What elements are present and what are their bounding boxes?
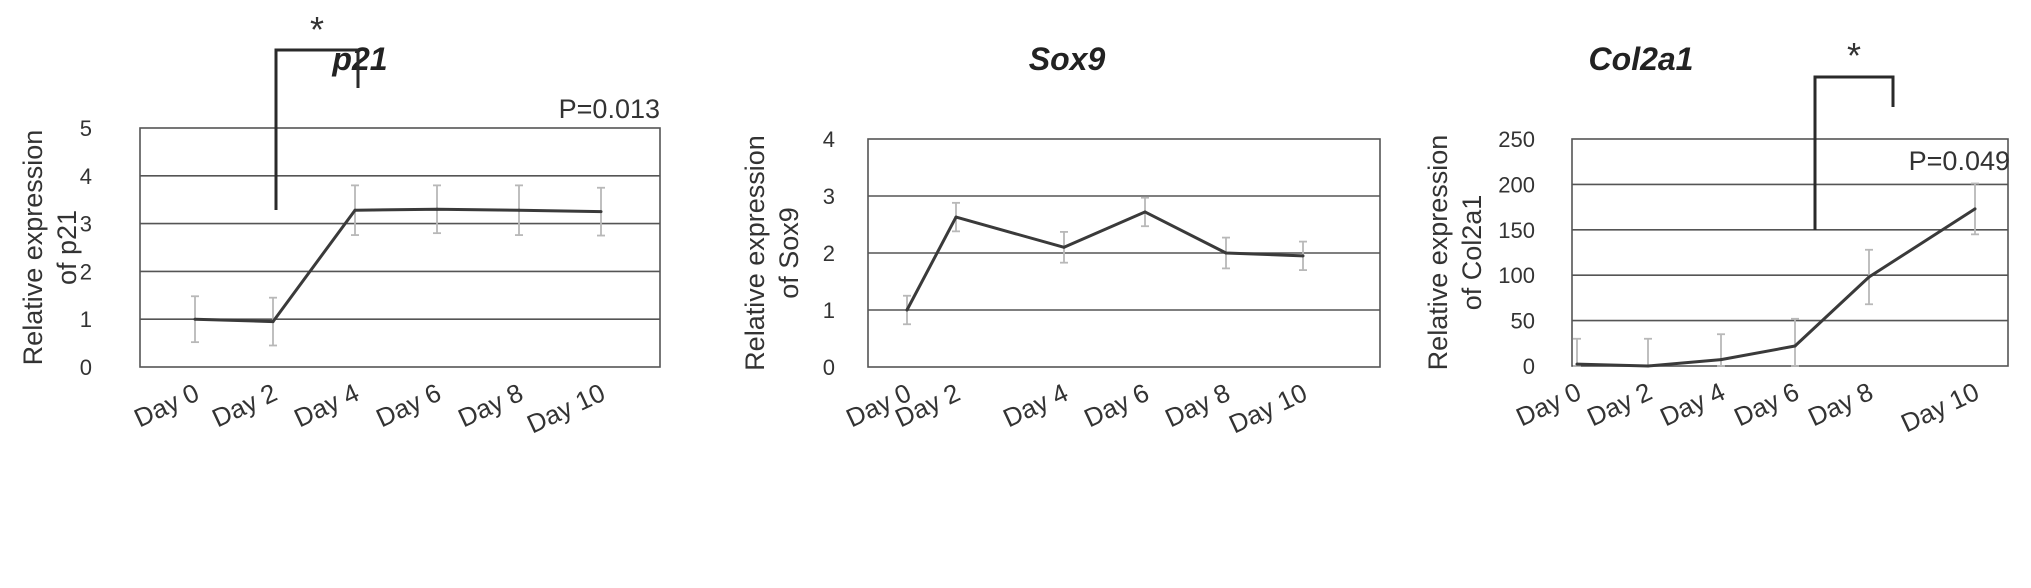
- series-line: [905, 210, 1304, 311]
- y-axis-label-line: Relative expression: [1423, 135, 1453, 371]
- significance-star: *: [310, 9, 324, 50]
- x-tick-label: Day 8: [1160, 377, 1234, 433]
- x-tick-label: Day 2: [1582, 376, 1656, 432]
- y-axis-label-line: of p21: [52, 210, 82, 285]
- data-point: [954, 215, 958, 219]
- x-tick-label: Day 6: [1079, 377, 1153, 433]
- data-point: [1575, 362, 1579, 366]
- x-tick-label: Day 8: [453, 377, 527, 433]
- y-axis-label: Relative expression of p21: [18, 130, 82, 366]
- data-point: [1719, 358, 1723, 362]
- p-value-annotation: P=0.013: [559, 94, 660, 124]
- y-axis-label-line: of Sox9: [774, 207, 804, 299]
- p-value-annotation: P=0.049: [1909, 146, 2010, 176]
- x-tick-label: Day 4: [1655, 376, 1729, 432]
- data-point: [353, 208, 357, 212]
- y-axis-label: Relative expression of Col2a1: [1423, 135, 1487, 371]
- data-point: [517, 208, 521, 212]
- data-point: [1646, 364, 1650, 368]
- y-tick-label: 4: [823, 127, 835, 152]
- y-tick-label: 3: [80, 212, 92, 237]
- y-tick-label: 4: [80, 164, 92, 189]
- y-axis-label-line: Relative expression: [740, 135, 770, 371]
- y-tick-label: 2: [80, 259, 92, 284]
- data-point: [1301, 254, 1305, 258]
- x-tick-label: Day 8: [1803, 376, 1877, 432]
- y-tick-label: 5: [80, 116, 92, 141]
- data-point: [599, 210, 603, 214]
- y-tick-label: 150: [1498, 218, 1535, 243]
- y-tick-label: 3: [823, 184, 835, 209]
- x-tick-label: Day 10: [1224, 377, 1311, 439]
- data-point: [1224, 251, 1228, 255]
- y-tick-label: 0: [80, 355, 92, 380]
- series-line: [1576, 207, 1976, 368]
- x-tick-label: Day 10: [522, 377, 609, 439]
- data-point: [1793, 344, 1797, 348]
- data-point: [435, 207, 439, 211]
- data-point: [271, 320, 275, 324]
- x-tick-label: Day 6: [371, 377, 445, 433]
- data-point: [905, 308, 909, 312]
- x-tick-label: Day 0: [1511, 376, 1585, 432]
- y-tick-label: 50: [1511, 309, 1535, 334]
- y-axis-label-line: Relative expression: [18, 130, 48, 366]
- data-point: [193, 317, 197, 321]
- data-point: [1062, 245, 1066, 249]
- x-tick-label: Day 6: [1729, 376, 1803, 432]
- data-point: [1867, 275, 1871, 279]
- y-tick-label: 250: [1498, 127, 1535, 152]
- chart-title: Sox9: [1029, 41, 1106, 77]
- chart-title: Col2a1: [1589, 41, 1694, 77]
- y-tick-label: 2: [823, 241, 835, 266]
- y-tick-label: 0: [1523, 354, 1535, 379]
- x-tick-label: Day 2: [207, 377, 281, 433]
- plot-frame: [139, 127, 661, 368]
- y-tick-label: 0: [823, 355, 835, 380]
- x-tick-label: Day 0: [129, 377, 203, 433]
- x-tick-label: Day 4: [998, 377, 1072, 433]
- y-tick-label: 1: [823, 298, 835, 323]
- plot-frame: [1571, 138, 2009, 367]
- y-tick-label: 1: [80, 307, 92, 332]
- x-tick-label: Day 10: [1896, 376, 1983, 438]
- y-axis-label-line: of Col2a1: [1457, 195, 1487, 311]
- y-tick-label: 200: [1498, 172, 1535, 197]
- data-point: [1143, 210, 1147, 214]
- significance-bracket: [274, 48, 360, 210]
- significance-bracket: [1813, 75, 1895, 230]
- x-tick-label: Day 4: [289, 377, 363, 433]
- series-line: [194, 207, 602, 324]
- data-point: [1973, 207, 1977, 211]
- y-tick-label: 100: [1498, 263, 1535, 288]
- significance-star: *: [1847, 35, 1861, 76]
- y-axis-label: Relative expression of Sox9: [740, 135, 804, 371]
